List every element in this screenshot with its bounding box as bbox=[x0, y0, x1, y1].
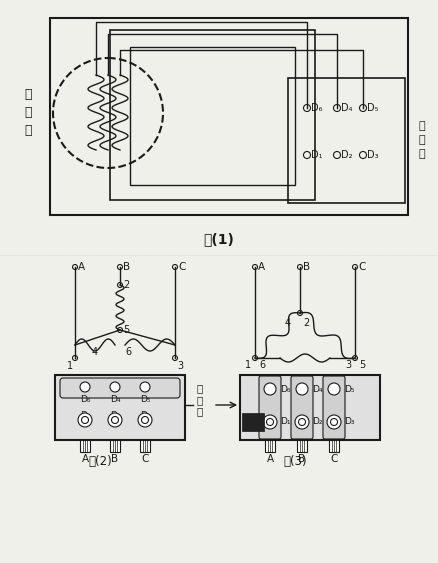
Text: 5: 5 bbox=[359, 360, 365, 370]
Text: D₄: D₄ bbox=[312, 385, 322, 394]
Bar bbox=[130, 47, 295, 185]
FancyBboxPatch shape bbox=[323, 376, 345, 439]
Text: D₂: D₂ bbox=[110, 411, 120, 420]
Text: 1: 1 bbox=[67, 361, 73, 371]
FancyBboxPatch shape bbox=[291, 376, 313, 439]
Text: 3: 3 bbox=[345, 360, 351, 370]
FancyBboxPatch shape bbox=[60, 378, 180, 398]
Bar bbox=[63, 381, 177, 395]
Text: C: C bbox=[358, 262, 365, 272]
FancyBboxPatch shape bbox=[259, 376, 281, 439]
Text: 1: 1 bbox=[245, 360, 251, 370]
Text: B: B bbox=[111, 454, 119, 464]
Text: 3: 3 bbox=[177, 361, 183, 371]
Circle shape bbox=[331, 418, 338, 426]
Text: B: B bbox=[303, 262, 310, 272]
Bar bbox=[240, 375, 380, 440]
Text: D₃: D₃ bbox=[367, 150, 378, 160]
Text: D₆: D₆ bbox=[311, 103, 322, 113]
Text: B: B bbox=[298, 454, 306, 464]
Text: 图(3): 图(3) bbox=[283, 455, 307, 468]
Circle shape bbox=[138, 413, 152, 427]
Bar bbox=[55, 375, 185, 440]
Text: D₆: D₆ bbox=[280, 385, 290, 394]
Text: C: C bbox=[330, 454, 338, 464]
Text: A: A bbox=[258, 262, 265, 272]
Text: A: A bbox=[81, 454, 88, 464]
Text: 2: 2 bbox=[123, 280, 129, 290]
Text: D₂: D₂ bbox=[341, 150, 353, 160]
Text: 图(2): 图(2) bbox=[88, 455, 112, 468]
Circle shape bbox=[295, 415, 309, 429]
Text: 6: 6 bbox=[259, 360, 265, 370]
Text: D₅: D₅ bbox=[367, 103, 378, 113]
Bar bbox=[110, 440, 120, 452]
Text: C: C bbox=[178, 262, 185, 272]
Text: 接
线
板: 接 线 板 bbox=[197, 383, 203, 417]
Bar bbox=[80, 440, 90, 452]
Circle shape bbox=[80, 382, 90, 392]
Text: 2: 2 bbox=[303, 318, 309, 328]
Bar bbox=[242, 413, 264, 431]
Circle shape bbox=[112, 417, 119, 423]
Circle shape bbox=[140, 382, 150, 392]
Circle shape bbox=[299, 418, 305, 426]
Bar bbox=[140, 440, 150, 452]
Circle shape bbox=[296, 383, 308, 395]
Bar bbox=[297, 440, 307, 452]
Text: D₁: D₁ bbox=[311, 150, 322, 160]
Text: 4: 4 bbox=[92, 347, 98, 357]
Text: D₁: D₁ bbox=[80, 411, 90, 420]
Text: C: C bbox=[141, 454, 148, 464]
Circle shape bbox=[78, 413, 92, 427]
Text: D₁: D₁ bbox=[280, 418, 290, 427]
Bar bbox=[50, 18, 408, 215]
Text: 接
线
板: 接 线 板 bbox=[419, 121, 425, 159]
Circle shape bbox=[327, 415, 341, 429]
Text: D₃: D₃ bbox=[140, 411, 150, 420]
Circle shape bbox=[264, 383, 276, 395]
Text: D₅: D₅ bbox=[344, 385, 354, 394]
Circle shape bbox=[263, 415, 277, 429]
Text: 图(1): 图(1) bbox=[204, 232, 234, 246]
Circle shape bbox=[328, 383, 340, 395]
Text: 5: 5 bbox=[123, 325, 129, 335]
Text: 4: 4 bbox=[285, 318, 291, 328]
Text: D₄: D₄ bbox=[110, 395, 120, 404]
Text: D₅: D₅ bbox=[140, 395, 150, 404]
Bar bbox=[265, 440, 275, 452]
Text: 电
动
机: 电 动 机 bbox=[24, 88, 32, 137]
Text: D₂: D₂ bbox=[312, 418, 322, 427]
Text: A: A bbox=[78, 262, 85, 272]
Bar bbox=[329, 440, 339, 452]
Text: 6: 6 bbox=[125, 347, 131, 357]
Circle shape bbox=[108, 413, 122, 427]
Circle shape bbox=[266, 418, 273, 426]
Circle shape bbox=[141, 417, 148, 423]
Circle shape bbox=[81, 417, 88, 423]
Circle shape bbox=[110, 382, 120, 392]
Bar bbox=[110, 30, 315, 200]
Text: D₆: D₆ bbox=[80, 395, 90, 404]
Text: B: B bbox=[123, 262, 130, 272]
Bar bbox=[288, 78, 405, 203]
Text: D₃: D₃ bbox=[344, 418, 354, 427]
Text: A: A bbox=[266, 454, 274, 464]
Text: D₄: D₄ bbox=[341, 103, 353, 113]
